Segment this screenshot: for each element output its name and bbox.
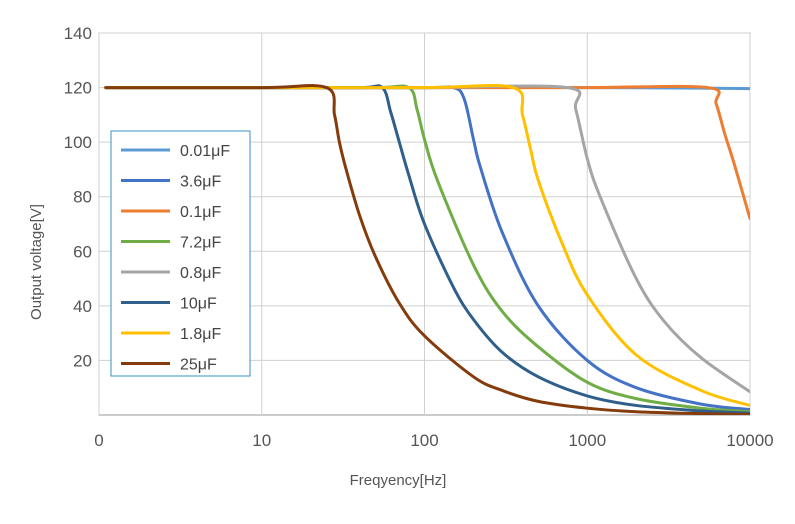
y-axis-label: Output voltage[V] [28,204,45,320]
x-tick-label: 10 [252,431,271,450]
legend-label: 1.8μF [180,326,221,343]
x-tick-label: 1000 [568,431,606,450]
y-tick-label: 120 [64,79,92,98]
x-tick-label: 10000 [726,431,773,450]
legend-box [110,130,251,377]
legend: 0.01μF 3.6μF 0.1μF 7.2μF 0.8μF 10μF 1.8μF 25μF [110,130,251,377]
x-tick-labels: 0 10 100 1000 10000 [94,431,773,450]
y-tick-label: 60 [73,242,92,261]
series-line-7 [104,84,750,415]
y-tick-labels: 20 40 60 80 100 120 140 [64,24,92,370]
series-lines [104,84,750,415]
y-tick-label: 40 [73,297,92,316]
y-tick-label: 100 [64,133,92,152]
legend-label: 7.2μF [180,235,221,252]
y-tick-label: 140 [64,24,92,43]
legend-label: 10μF [180,296,217,313]
x-axis-label: Freqyency[Hz] [350,472,447,489]
legend-label: 0.01μF [180,143,230,160]
legend-label: 0.8μF [180,265,221,282]
legend-label: 3.6μF [180,174,221,191]
legend-label: 25μF [180,357,217,374]
x-tick-label: 100 [410,431,438,450]
y-tick-label: 20 [73,351,92,370]
y-tick-label: 80 [73,188,92,207]
x-tick-label: 0 [94,431,103,450]
legend-label: 0.1μF [180,204,221,221]
